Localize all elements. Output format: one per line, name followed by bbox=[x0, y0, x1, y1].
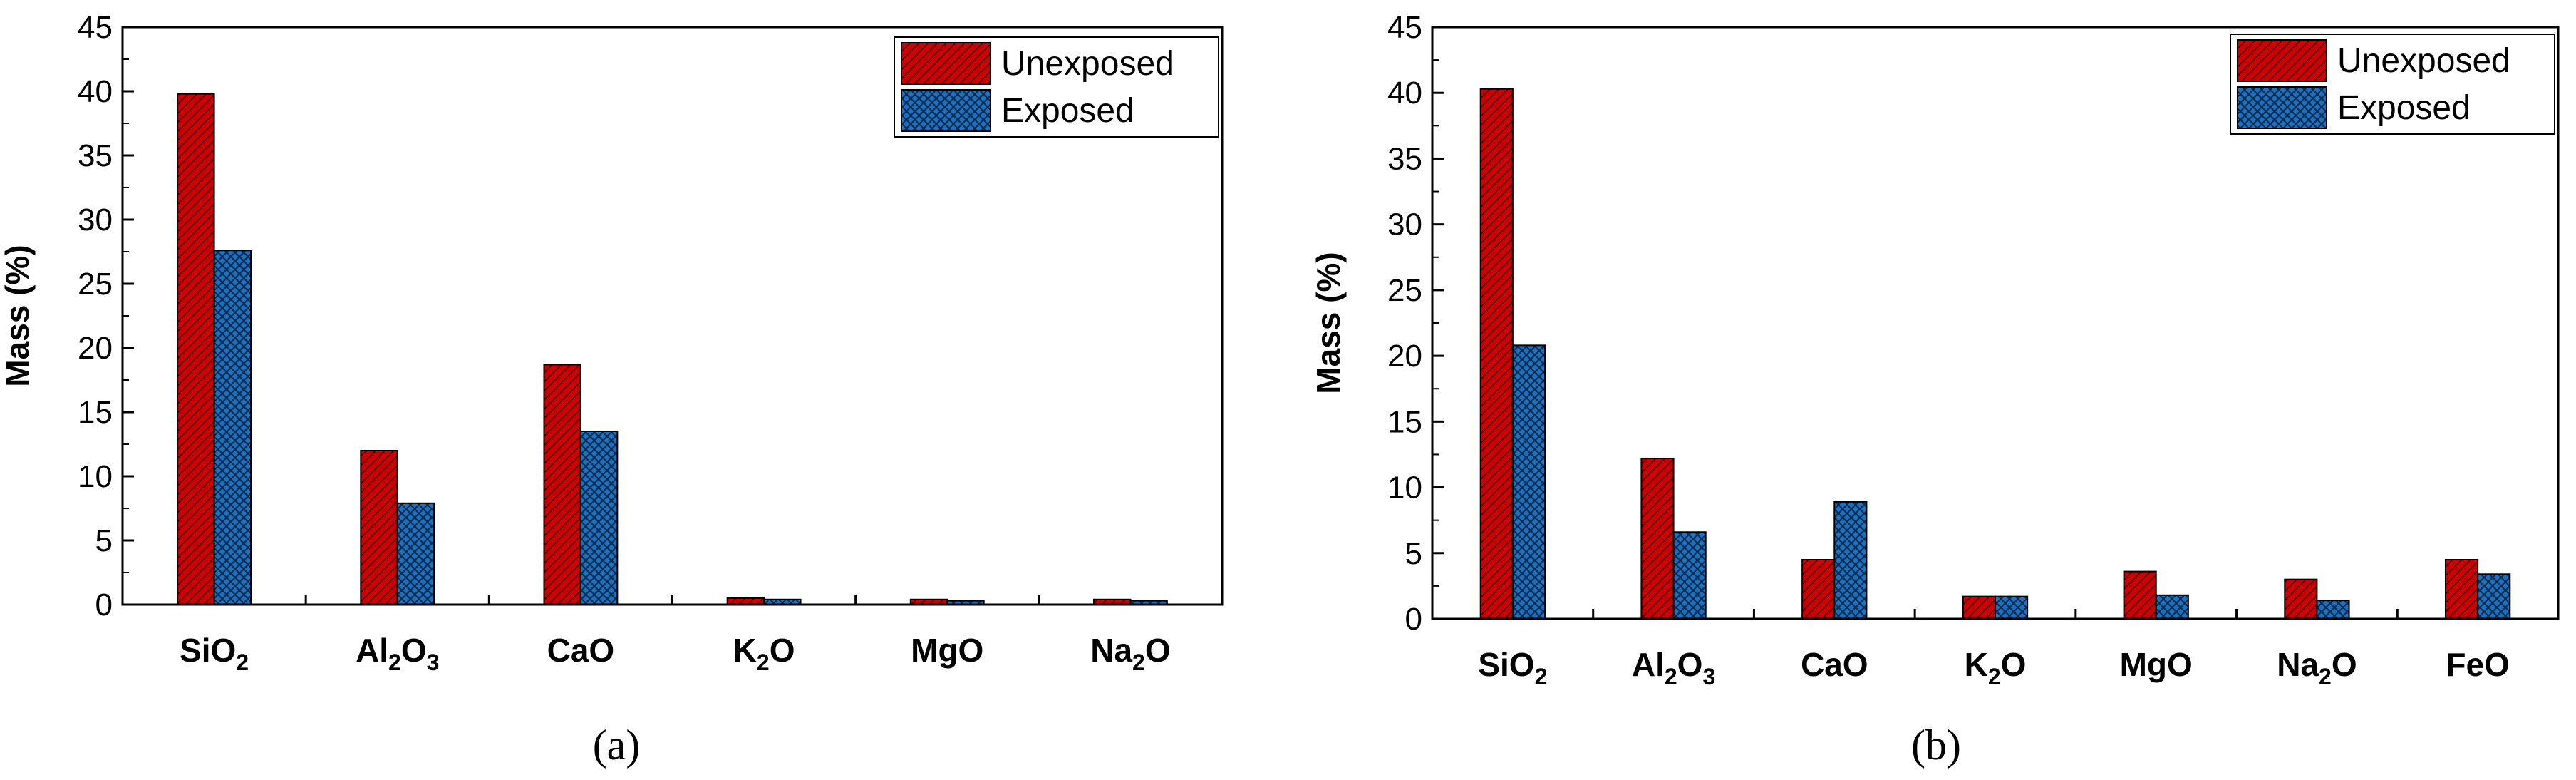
bar-exposed-0 bbox=[213, 250, 252, 605]
bar-unexposed-3 bbox=[1962, 595, 1997, 620]
legend-label-exposed: Exposed bbox=[1001, 92, 1134, 130]
y-tick-label: 40 bbox=[78, 74, 113, 109]
bar-exposed-1 bbox=[396, 502, 435, 605]
y-tick-label: 45 bbox=[1387, 10, 1422, 45]
y-tick-label: 10 bbox=[78, 459, 113, 494]
y-tick-label: 45 bbox=[78, 10, 113, 45]
bar-exposed-5 bbox=[2316, 600, 2350, 620]
x-tick-label: Na2O bbox=[2277, 646, 2357, 689]
x-tick-label: K2O bbox=[733, 632, 795, 675]
x-tick-label: CaO bbox=[1801, 646, 1868, 683]
x-tick-label: SiO2 bbox=[1478, 646, 1547, 689]
chart-panel-b: 0 5 10 15 20 25 30 35 40 45 SiO2 Al2O3 CaO K2O MgO Na2O… bbox=[1310, 10, 2560, 689]
bar-unexposed-1 bbox=[1640, 457, 1675, 620]
x-tick-label: Al2O3 bbox=[356, 632, 439, 675]
y-tick-label: 35 bbox=[1387, 141, 1422, 176]
y-tick-label: 10 bbox=[1387, 471, 1422, 506]
bar-unexposed-2 bbox=[1801, 559, 1836, 620]
x-tick-label: SiO2 bbox=[180, 632, 249, 675]
bar-exposed-3 bbox=[1995, 595, 2029, 620]
bar-unexposed-0 bbox=[177, 93, 215, 606]
x-tick-label: MgO bbox=[2120, 646, 2193, 683]
x-tick-label: Na2O bbox=[1090, 632, 1170, 675]
y-tick-label: 35 bbox=[78, 138, 113, 173]
x-tick-label: Al2O3 bbox=[1632, 646, 1715, 689]
bar-exposed-2 bbox=[1833, 501, 1868, 620]
y-tick-label: 15 bbox=[1387, 404, 1422, 439]
caption-a: (a) bbox=[593, 722, 641, 769]
caption-b: (b) bbox=[1911, 722, 1961, 769]
bar-exposed-2 bbox=[579, 431, 619, 605]
y-tick-label: 30 bbox=[1387, 207, 1422, 242]
legend-swatch-exposed bbox=[2237, 86, 2327, 129]
y-tick-label: 20 bbox=[1387, 339, 1422, 374]
y-tick-label: 25 bbox=[1387, 273, 1422, 308]
x-tick-label: MgO bbox=[911, 632, 983, 669]
y-tick-label: 0 bbox=[1405, 602, 1422, 637]
y-tick-label: 5 bbox=[95, 523, 113, 558]
legend-label-unexposed: Unexposed bbox=[1001, 45, 1174, 83]
bar-exposed-0 bbox=[1511, 344, 1546, 620]
y-axis-label: Mass (%) bbox=[0, 245, 36, 386]
x-tick-label: K2O bbox=[1965, 646, 2027, 689]
legend-label-unexposed: Unexposed bbox=[2337, 42, 2510, 80]
legend-swatch-exposed bbox=[901, 89, 991, 132]
y-axis-label: Mass (%) bbox=[1310, 252, 1347, 394]
bar-unexposed-0 bbox=[1479, 88, 1514, 620]
y-tick-label: 25 bbox=[78, 267, 113, 302]
bar-unexposed-5 bbox=[2284, 578, 2318, 620]
y-tick-label: 15 bbox=[78, 395, 113, 430]
bar-exposed-6 bbox=[2477, 573, 2511, 620]
y-tick-label: 40 bbox=[1387, 76, 1422, 111]
legend-swatch-unexposed bbox=[901, 42, 991, 85]
bar-unexposed-1 bbox=[360, 450, 398, 605]
bar-unexposed-2 bbox=[543, 364, 581, 605]
y-tick-label: 0 bbox=[95, 587, 113, 622]
legend-swatch-unexposed bbox=[2237, 39, 2327, 82]
chart-panel-a: 0 5 10 15 20 25 30 35 40 45 SiO2 Al2O3 CaO K2O MgO Na2O… bbox=[0, 10, 1224, 675]
y-tick-label: 20 bbox=[78, 331, 113, 366]
x-tick-label: CaO bbox=[547, 632, 615, 669]
legend-label-exposed: Exposed bbox=[2337, 89, 2471, 127]
bar-exposed-1 bbox=[1672, 531, 1707, 620]
y-tick-label: 30 bbox=[78, 202, 113, 237]
y-tick-label: 5 bbox=[1405, 536, 1422, 571]
x-tick-label: FeO bbox=[2446, 646, 2509, 683]
bar-exposed-4 bbox=[2155, 594, 2189, 620]
bar-unexposed-6 bbox=[2445, 559, 2479, 620]
bar-unexposed-4 bbox=[2123, 570, 2157, 620]
